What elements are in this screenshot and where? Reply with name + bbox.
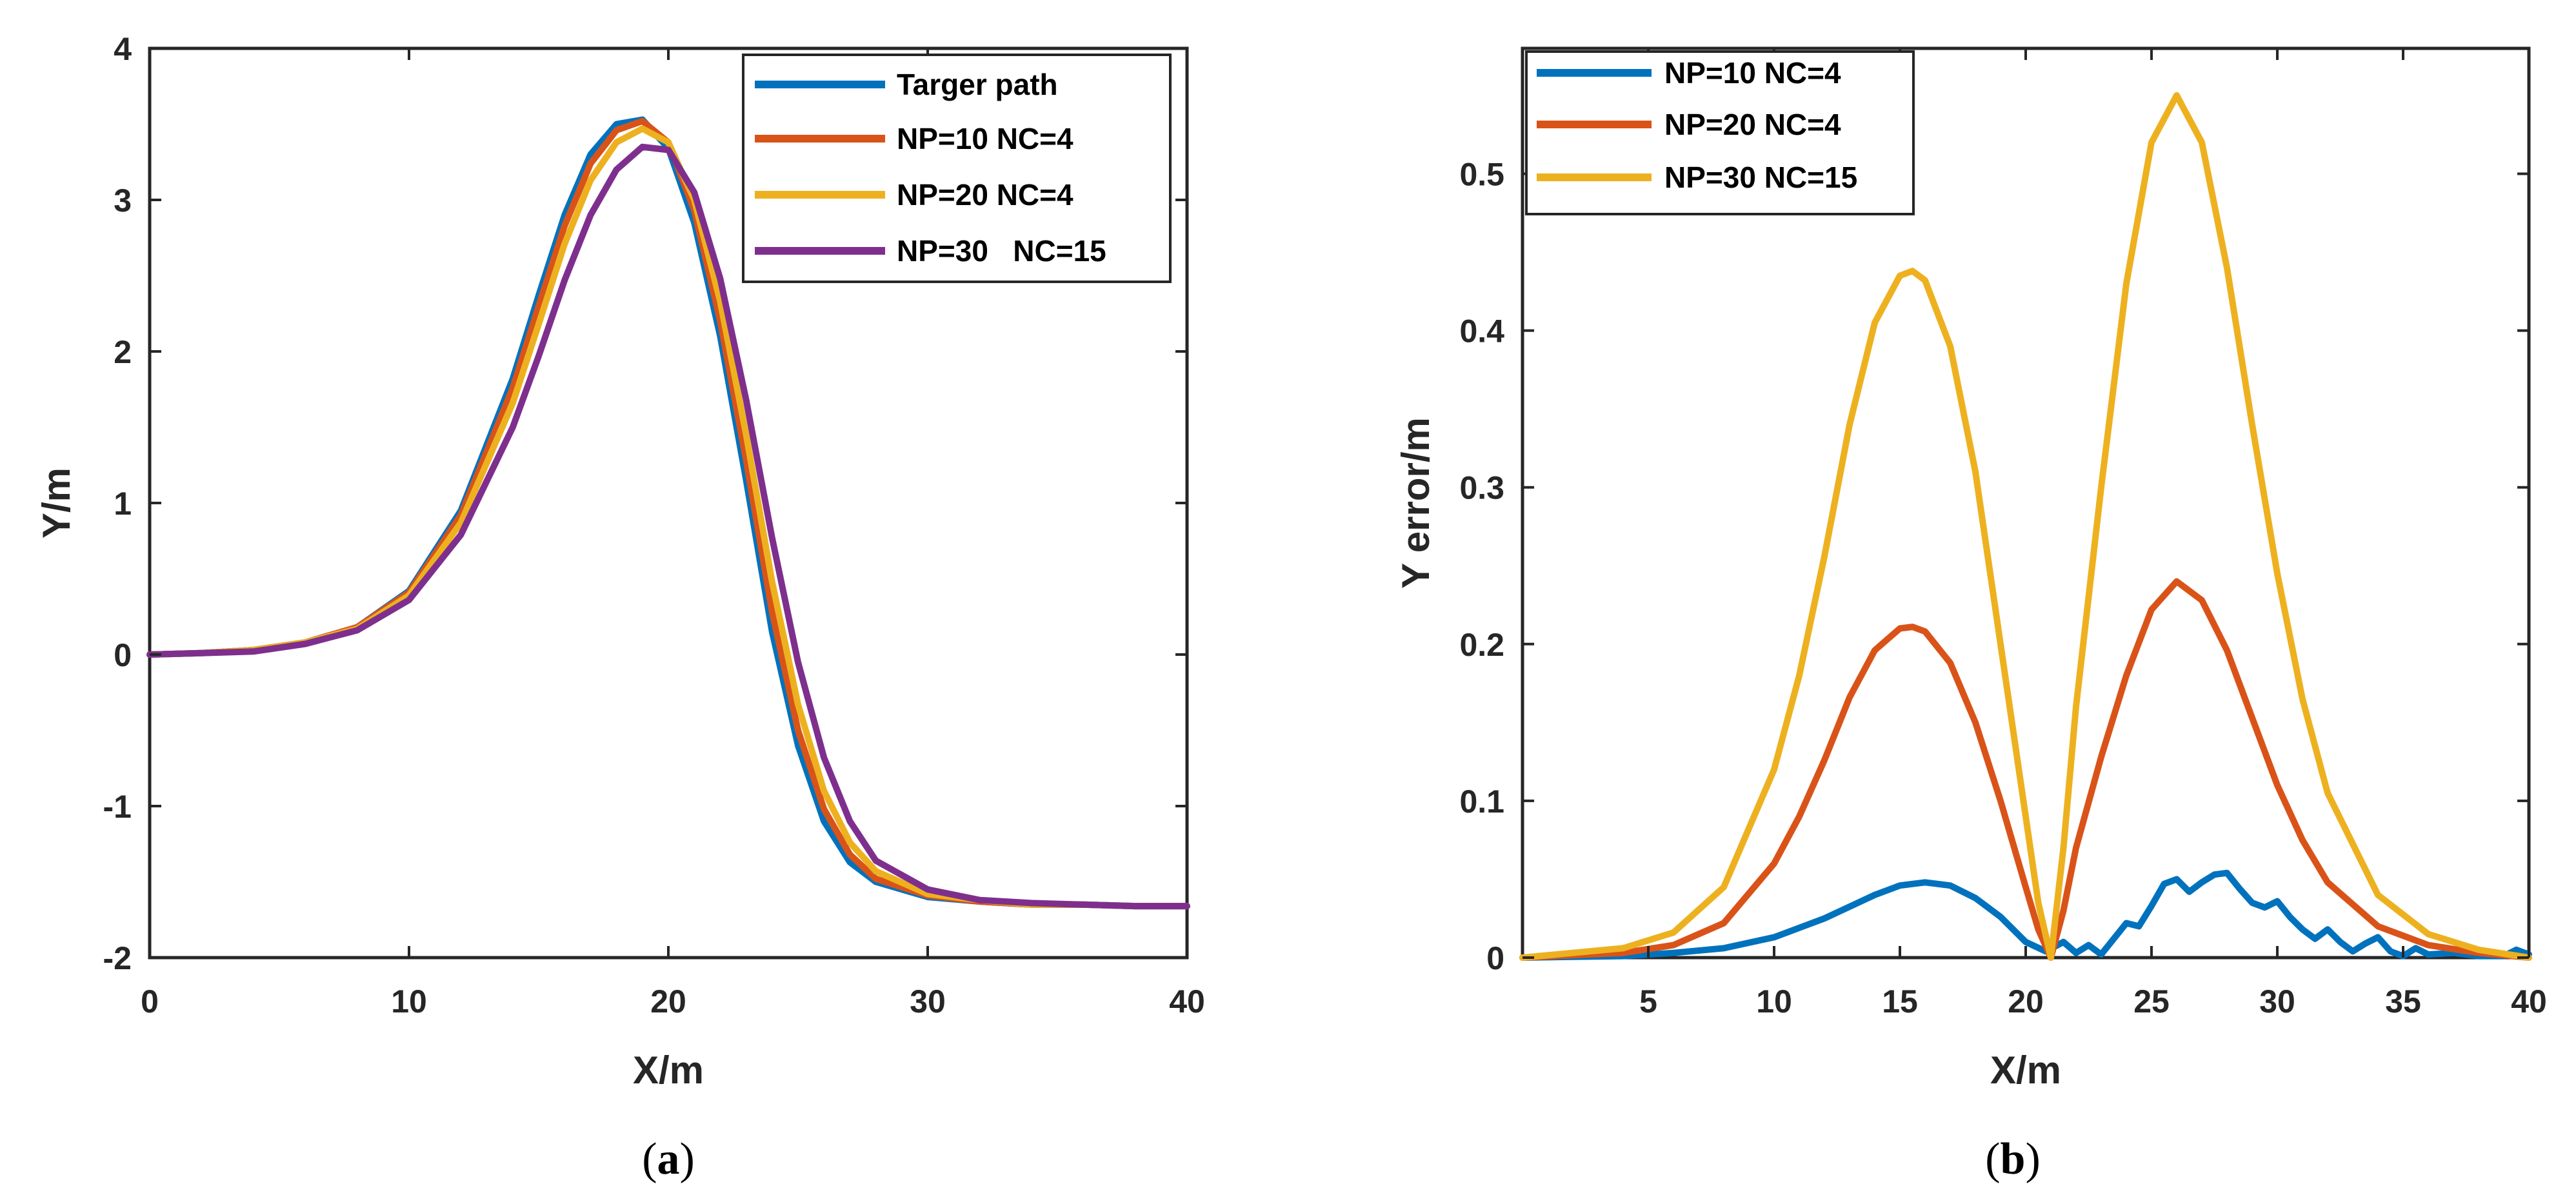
chart-a-ytick-label: 4: [114, 31, 132, 67]
chart-b-ytick-label: 0: [1486, 940, 1504, 976]
chart-b-legend: NP=10 NC=4 NP=20 NC=4 NP=30 NC=15: [1525, 50, 1915, 215]
chart-a: 0 10 20 30 40 -2 -1 0 1 2 3 4 X/m Y/m Targer path N…: [35, 31, 1205, 1184]
chart-b-ticks: 5 10 15 20 25 30 35 40 0 0.1 0.2 0.3 0.4 0.5: [1459, 48, 2547, 1020]
chart-b-xtick-label: 35: [2385, 983, 2421, 1020]
chart-b-xtick-label: 10: [1756, 983, 1792, 1020]
chart-b-xtick-label: 5: [1639, 983, 1657, 1020]
chart-b-series-line-1: [1519, 869, 2532, 961]
chart-a-caption: (a): [642, 1134, 695, 1184]
chart-b-series-line-3: [1519, 92, 2532, 961]
chart-a-ytick-label: -1: [103, 789, 132, 825]
chart-a-xtick-label: 30: [910, 983, 946, 1020]
chart-a-xtick-label: 40: [1169, 983, 1205, 1020]
chart-a-ticks: 0 10 20 30 40 -2 -1 0 1 2 3 4: [103, 31, 1205, 1020]
chart-b-xlabel: X/m: [1990, 1049, 2061, 1092]
chart-b-xtick-label: 15: [1882, 983, 1918, 1020]
chart-b-xtick-label: 20: [2008, 983, 2044, 1020]
chart-b-legend-box: [1525, 50, 1915, 215]
chart-a-ytick-label: 2: [114, 334, 132, 370]
chart-a-ytick-label: 3: [114, 182, 132, 219]
chart-a-xtick-label: 10: [391, 983, 427, 1020]
chart-b-ytick-label: 0.5: [1459, 156, 1504, 192]
chart-a-ylabel: Y/m: [35, 468, 78, 538]
chart-a-xtick-label: 20: [650, 983, 686, 1020]
chart-b-ytick-label: 0.2: [1459, 627, 1504, 663]
chart-b-legend-label-1: NP=10 NC=4: [1664, 56, 1841, 90]
chart-b-xtick-label: 25: [2133, 983, 2170, 1020]
chart-a-ytick-label: 1: [114, 486, 132, 522]
chart-b-legend-label-3: NP=30 NC=15: [1664, 161, 1857, 194]
chart-b-ylabel: Y error/m: [1394, 417, 1437, 589]
chart-a-ytick-label: 0: [114, 637, 132, 673]
chart-b-lines: [1519, 92, 2532, 961]
chart-a-xtick-label: 0: [141, 983, 159, 1020]
chart-b: 5 10 15 20 25 30 35 40 0 0.1 0.2 0.3 0.4 0.5 X/m Y er…: [1394, 46, 2547, 1184]
chart-b-caption: (b): [1985, 1134, 2041, 1184]
chart-b-ytick-label: 0.1: [1459, 784, 1504, 820]
chart-a-xlabel: X/m: [633, 1049, 704, 1092]
chart-a-ytick-label: -2: [103, 940, 132, 976]
chart-a-legend: Targer path NP=10 NC=4 NP=20 NC=4 NP=30 …: [742, 54, 1172, 283]
chart-a-legend-label-3: NP=20 NC=4: [897, 178, 1073, 212]
chart-a-legend-label-1: Targer path: [897, 68, 1058, 101]
chart-a-legend-label-2: NP=10 NC=4: [897, 122, 1073, 155]
chart-a-legend-label-4: NP=30 NC=15: [897, 234, 1106, 268]
chart-a-legend-box: [742, 54, 1172, 283]
chart-a-series-line-4: [146, 143, 1190, 910]
chart-b-ytick-label: 0.4: [1459, 313, 1504, 350]
chart-b-xtick-label: 40: [2511, 983, 2547, 1020]
chart-b-xtick-label: 30: [2259, 983, 2295, 1020]
chart-a-lines: [146, 116, 1190, 910]
chart-b-ytick-label: 0.3: [1459, 470, 1504, 506]
chart-b-legend-label-2: NP=20 NC=4: [1664, 108, 1841, 141]
